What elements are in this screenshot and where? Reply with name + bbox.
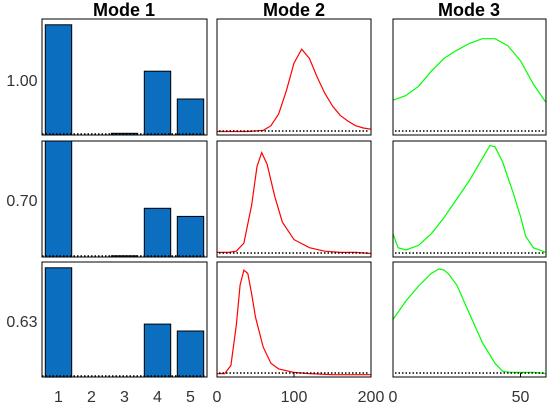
x-tick-mode3-50: 50 [512, 389, 530, 406]
panel-frame [41, 18, 208, 136]
row-label-1: 1.00 [6, 73, 37, 90]
row-labels: 1.00 0.70 0.63 [6, 73, 37, 331]
bar-r2-c5 [176, 215, 205, 258]
panel-frame [41, 261, 208, 378]
bar-r1-c1 [44, 24, 73, 136]
x-tick-mode2-200: 200 [358, 389, 385, 406]
panel-mode3-row3 [392, 261, 547, 378]
x-tick-mode1-4: 4 [153, 389, 162, 406]
series-line [217, 269, 371, 376]
bar-r3-c1 [44, 267, 73, 378]
row-label-2: 0.70 [6, 193, 37, 210]
panel-frame [392, 140, 547, 258]
title-mode-1: Mode 1 [93, 0, 155, 20]
panel-mode2-row3 [216, 261, 372, 378]
x-tick-mode1-2: 2 [87, 389, 96, 406]
panel-frame [392, 18, 547, 136]
bar-r2-c4 [143, 207, 172, 258]
bar-r1-c4 [143, 70, 172, 136]
x-tick-mode1-5: 5 [186, 389, 195, 406]
x-tick-mode2-0: 0 [213, 389, 222, 406]
series-line [392, 144, 547, 253]
panels [41, 18, 547, 378]
x-tick-mode3-0: 0 [389, 389, 398, 406]
panel-mode1-row3 [41, 261, 208, 378]
row-label-3: 0.63 [6, 314, 37, 331]
bar-r1-c5 [176, 98, 205, 136]
x-tick-mode1-1: 1 [54, 389, 63, 406]
series-line [217, 150, 372, 255]
panel-mode2-row1 [216, 18, 372, 136]
panel-mode3-row2 [392, 140, 547, 258]
panel-frame [216, 261, 372, 378]
panel-mode1-row1 [41, 18, 208, 136]
x-tick-labels: 1 2 3 4 5 0 100 200 0 50 [54, 389, 529, 406]
series-line [392, 38, 547, 103]
title-mode-2: Mode 2 [263, 0, 325, 20]
x-tick-mode2-100: 100 [281, 389, 308, 406]
panel-mode2-row2 [216, 140, 372, 258]
title-mode-3: Mode 3 [438, 0, 500, 20]
panel-frame [216, 140, 372, 258]
bar-r2-c1 [44, 140, 73, 258]
panel-frame [392, 261, 547, 378]
bar-r3-c4 [143, 323, 172, 378]
series-line [392, 268, 547, 375]
x-tick-mode1-3: 3 [120, 389, 129, 406]
panel-mode1-row2 [41, 140, 208, 258]
panel-frame [216, 18, 372, 136]
panel-frame [41, 140, 208, 258]
panel-mode3-row1 [392, 18, 547, 136]
column-titles: Mode 1 Mode 2 Mode 3 [93, 0, 500, 20]
bar-r3-c5 [176, 330, 205, 378]
series-line [217, 48, 372, 133]
